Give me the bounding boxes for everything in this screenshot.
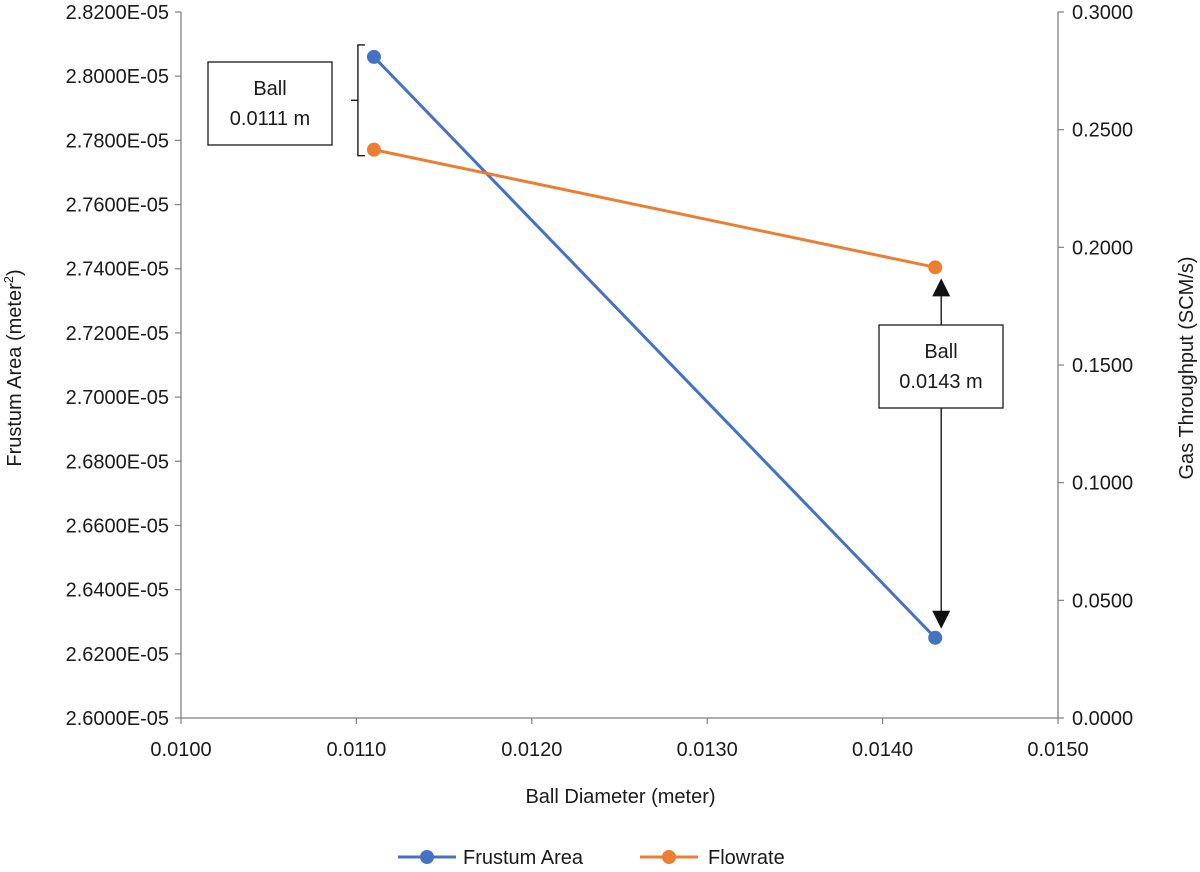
frustum-area-point: [928, 630, 943, 645]
legend-frustum-area-label: Frustum Area: [463, 847, 584, 869]
annotation-1-line2: 0.0111 m: [230, 108, 310, 130]
y-right-tick-label: 0.3000: [1072, 2, 1133, 24]
annotation-arrowhead-down: [932, 610, 951, 629]
y-left-tick-label: 2.7800E-05: [66, 130, 169, 152]
flowrate-point: [928, 260, 943, 275]
legend-flowrate-swatch-marker: [662, 850, 676, 864]
annotation-2-line1: Ball: [924, 341, 957, 363]
x-axis-title: Ball Diameter (meter): [525, 786, 715, 808]
annotations: Ball 0.0111 m Ball 0.0143 m: [207, 44, 1004, 629]
annotation-1-line1: Ball: [253, 78, 286, 100]
y-left-tick-label: 2.8000E-05: [66, 66, 169, 88]
y-right-axis-title: Gas Throughput (SCM/s): [1176, 256, 1198, 479]
tick-labels: 2.6000E-05 2.6200E-05 2.6400E-05 2.6600E-05…: [66, 2, 1134, 761]
x-tick-label: 0.0100: [150, 739, 211, 761]
x-tick-label: 0.0130: [677, 739, 738, 761]
y-left-tick-label: 2.7600E-05: [66, 195, 169, 217]
y-left-tick-label: 2.7200E-05: [66, 323, 169, 345]
annotation-bracket: [350, 44, 365, 157]
y-left-tick-label: 2.6800E-05: [66, 451, 169, 473]
y-left-axis-title-tail: ): [4, 269, 26, 276]
legend-flowrate-label: Flowrate: [708, 847, 785, 869]
x-tick-label: 0.0140: [852, 739, 913, 761]
x-tick-label: 0.0150: [1027, 739, 1088, 761]
annotation-box-1: [207, 61, 333, 146]
y-right-tick-label: 0.2000: [1072, 237, 1133, 259]
y-left-axis-title: Frustum Area (meter2): [1, 269, 26, 466]
y-left-tick-label: 2.6400E-05: [66, 580, 169, 602]
legend-frustum-area-swatch-marker: [420, 850, 434, 864]
legend: Frustum Area Flowrate: [398, 847, 785, 869]
y-right-tick-label: 0.0500: [1072, 590, 1133, 612]
flowrate-line: [373, 148, 936, 269]
y-left-axis-title-main: Frustum Area (meter: [4, 283, 26, 467]
flowrate-point: [366, 142, 381, 157]
y-left-tick-label: 2.8200E-05: [66, 2, 169, 24]
y-right-tick-label: 0.1500: [1072, 355, 1133, 377]
annotation-box-2: [878, 324, 1004, 409]
annotation-2-line2: 0.0143 m: [899, 371, 982, 393]
y-left-tick-label: 2.6600E-05: [66, 515, 169, 537]
y-right-tick-label: 0.2500: [1072, 120, 1133, 142]
y-right-tick-label: 0.1000: [1072, 473, 1133, 495]
y-left-tick-label: 2.6200E-05: [66, 644, 169, 666]
y-left-tick-label: 2.6000E-05: [66, 708, 169, 730]
frustum-area-line: [372, 55, 937, 639]
y-left-axis-title-superscript: 2: [1, 276, 16, 283]
annotation-arrowhead-up: [932, 278, 951, 297]
y-left-tick-label: 2.7400E-05: [66, 259, 169, 281]
x-tick-label: 0.0110: [327, 739, 387, 761]
axes: [175, 11, 1064, 724]
x-tick-label: 0.0120: [501, 739, 562, 761]
y-right-tick-label: 0.0000: [1072, 708, 1133, 730]
frustum-area-point: [366, 49, 381, 64]
series-layer: [366, 49, 943, 645]
y-left-tick-label: 2.7000E-05: [66, 387, 169, 409]
